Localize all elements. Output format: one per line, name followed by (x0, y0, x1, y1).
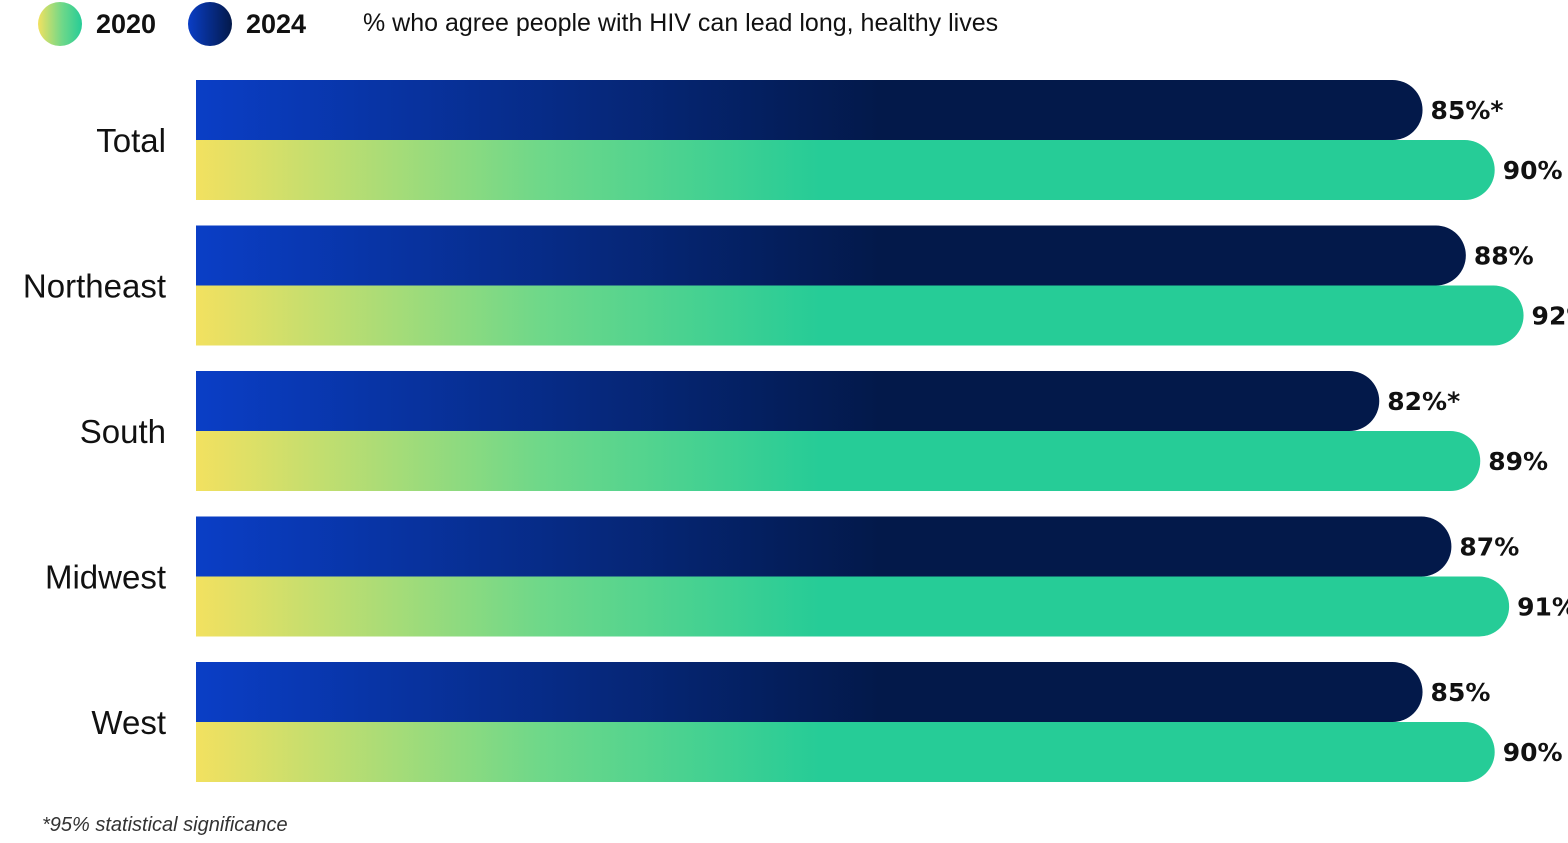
category-label-midwest: Midwest (45, 559, 166, 596)
value-label-2020-northeast: 92% (1532, 302, 1568, 331)
legend-swatch-2024-icon (188, 2, 232, 46)
bar-2020-northeast (196, 285, 1524, 346)
bar-2020-total (196, 140, 1495, 200)
chart-title: % who agree people with HIV can lead lon… (363, 9, 999, 37)
value-label-2024-south: 82%* (1387, 387, 1460, 416)
bar-2020-west (196, 722, 1495, 782)
value-label-2024-west: 85% (1431, 678, 1491, 707)
footnote: *95% statistical significance (42, 814, 288, 836)
bar-2024-northeast (196, 225, 1466, 286)
legend-item-2020: 2020 (38, 2, 156, 46)
bar-2024-total (196, 80, 1423, 140)
bar-2024-south (196, 371, 1380, 431)
legend-item-2024: 2024 (188, 2, 306, 46)
bar-2020-south (196, 431, 1481, 491)
value-label-2024-northeast: 88% (1474, 242, 1534, 271)
bar-2020-midwest (196, 576, 1510, 637)
category-label-total: Total (96, 122, 166, 159)
legend-label-2020: 2020 (96, 8, 157, 39)
value-label-2020-south: 89% (1488, 447, 1548, 476)
value-label-2024-midwest: 87% (1459, 533, 1519, 562)
value-label-2020-total: 90% (1503, 156, 1563, 185)
category-label-northeast: Northeast (23, 268, 166, 305)
value-label-2020-west: 90% (1503, 738, 1563, 767)
legend-swatch-2020-icon (38, 2, 82, 46)
category-label-west: West (91, 704, 166, 741)
legend-label-2024: 2024 (246, 8, 307, 39)
bar-2024-midwest (196, 516, 1452, 577)
legend: 2020 2024 (0, 0, 1568, 48)
category-label-south: South (80, 413, 166, 450)
bar-2024-west (196, 662, 1423, 722)
value-label-2024-total: 85%* (1431, 96, 1504, 125)
value-label-2020-midwest: 91% (1517, 593, 1568, 622)
